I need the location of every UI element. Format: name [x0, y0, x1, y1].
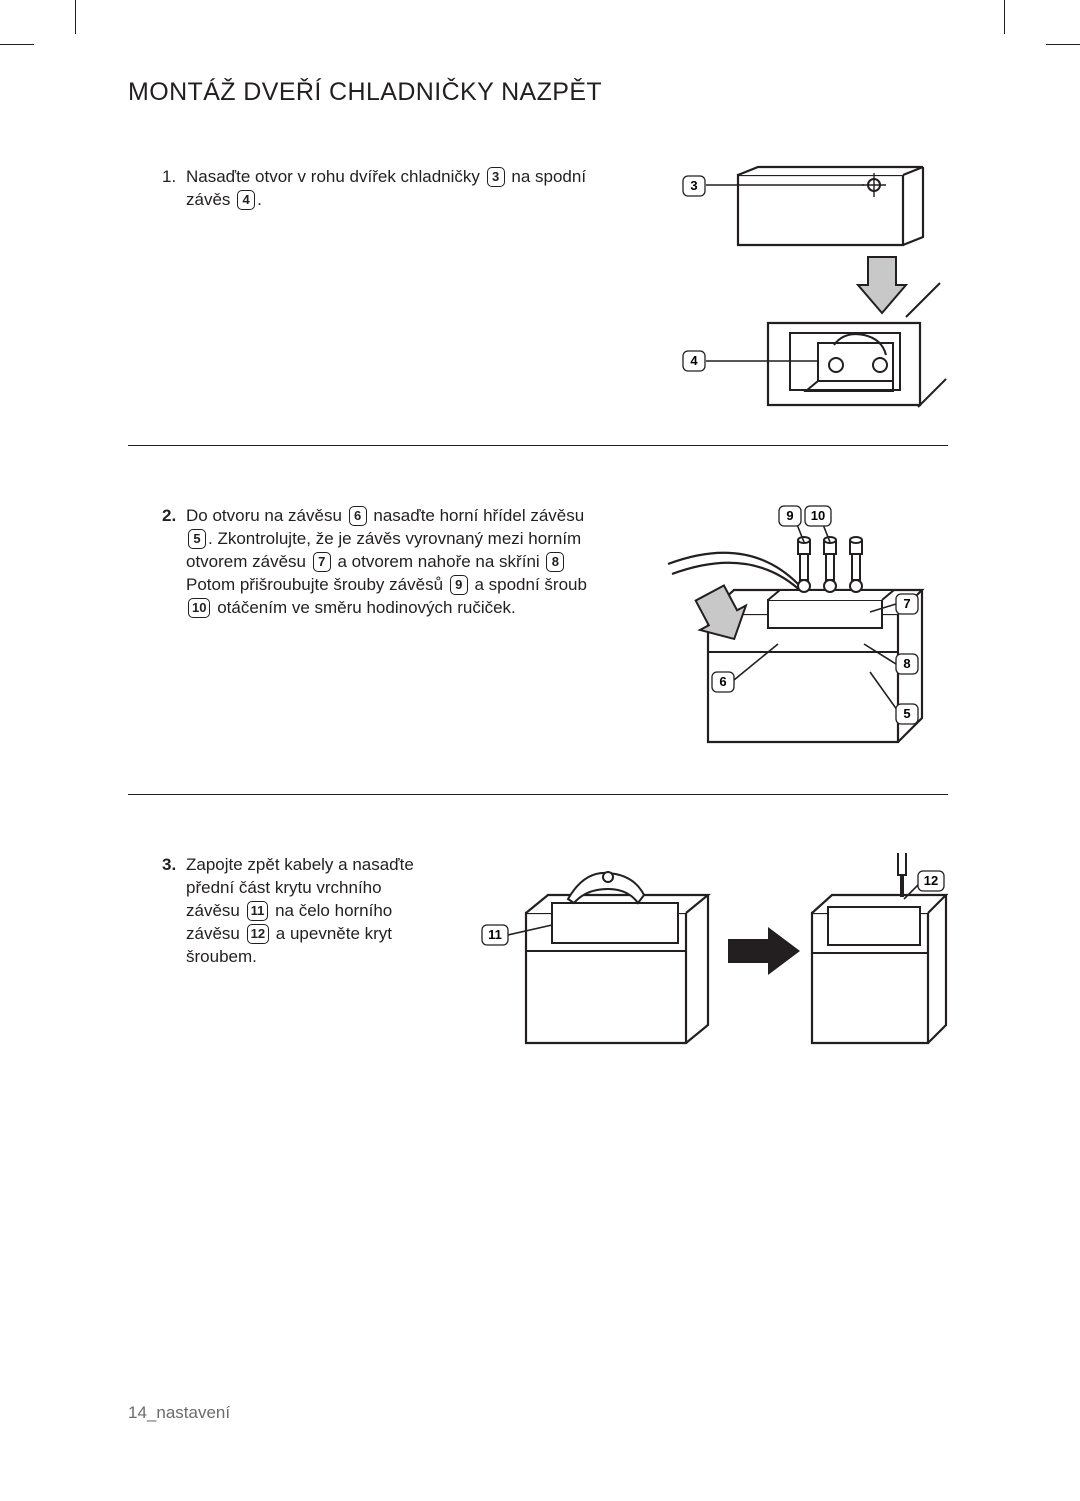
figure-1: 3 4 — [608, 165, 948, 415]
ref-chip: 12 — [247, 924, 269, 944]
text-fragment: . — [257, 190, 262, 209]
ref-chip: 8 — [546, 552, 564, 572]
step-1-text: 1. Nasaďte otvor v rohu dvířek chladničk… — [128, 165, 588, 211]
section-divider — [128, 445, 948, 446]
fig-label: 5 — [903, 706, 910, 721]
fig-label: 6 — [719, 674, 726, 689]
page-footer: 14_nastavení — [128, 1403, 230, 1423]
figure-3: 11 12 — [458, 853, 948, 1073]
figure-2: 9 10 7 8 6 5 — [608, 504, 948, 754]
crop-mark — [1004, 0, 1005, 34]
step-number: 3. — [162, 853, 176, 876]
step-2: 2. Do otvoru na závěsu 6 nasaďte horní h… — [128, 504, 948, 754]
fig-label: 10 — [811, 508, 825, 523]
text-fragment: Potom přišroubujte šrouby závěsů — [186, 575, 448, 594]
ref-chip: 4 — [237, 190, 255, 210]
page-title: MONTÁŽ DVEŘÍ CHLADNIČKY NAZPĚT — [128, 78, 948, 107]
fig-label: 12 — [924, 873, 938, 888]
ref-chip: 7 — [313, 552, 331, 572]
text-fragment: Nasaďte otvor v rohu dvířek chladničky — [186, 167, 485, 186]
step-1: 1. Nasaďte otvor v rohu dvířek chladničk… — [128, 165, 948, 415]
text-fragment: a otvorem nahoře na skříni — [333, 552, 545, 571]
ref-chip: 3 — [487, 167, 505, 187]
fig-label: 9 — [786, 508, 793, 523]
ref-chip: 10 — [188, 598, 210, 618]
manual-page: MONTÁŽ DVEŘÍ CHLADNIČKY NAZPĚT 1. Nasaďt… — [128, 78, 948, 1073]
step-number: 1. — [162, 165, 176, 188]
text-fragment: nasaďte horní hřídel závěsu — [369, 506, 585, 525]
crop-mark — [0, 44, 34, 45]
fig-label: 3 — [690, 178, 697, 193]
step-3: 3. Zapojte zpět kabely a nasaďte přední … — [128, 853, 948, 1073]
fig-label: 7 — [903, 596, 910, 611]
text-fragment: otáčením ve směru hodinových ručiček. — [212, 598, 515, 617]
fig-label: 4 — [690, 353, 698, 368]
step-number: 2. — [162, 504, 176, 527]
step-2-text: 2. Do otvoru na závěsu 6 nasaďte horní h… — [128, 504, 588, 619]
ref-chip: 11 — [247, 901, 269, 921]
step-3-text: 3. Zapojte zpět kabely a nasaďte přední … — [128, 853, 438, 968]
ref-chip: 9 — [450, 575, 468, 595]
section-divider — [128, 794, 948, 795]
crop-mark — [75, 0, 76, 34]
ref-chip: 6 — [349, 506, 367, 526]
text-fragment: Do otvoru na závěsu — [186, 506, 347, 525]
fig-label: 11 — [488, 927, 502, 942]
text-fragment: a spodní šroub — [470, 575, 587, 594]
fig-label: 8 — [903, 656, 910, 671]
crop-mark — [1046, 44, 1080, 45]
ref-chip: 5 — [188, 529, 206, 549]
